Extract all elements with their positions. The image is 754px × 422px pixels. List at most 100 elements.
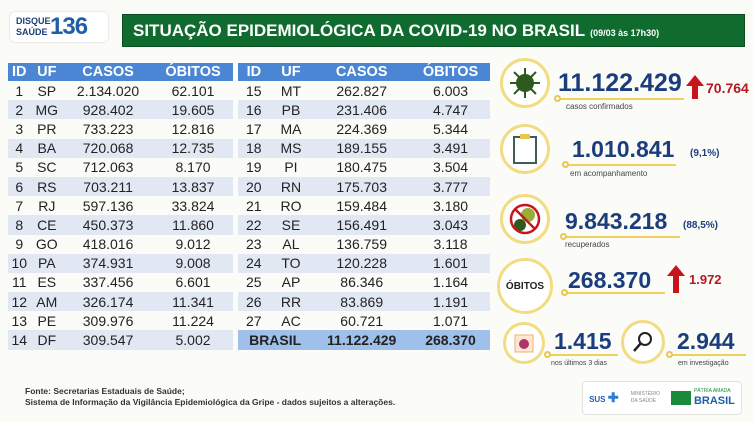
obitos-cell: 8.170 — [175, 159, 211, 176]
id-cell: 3 — [15, 120, 24, 137]
uf-cell: AM — [30, 292, 64, 312]
title-banner: SITUAÇÃO EPIDEMIOLÓGICA DA COVID-19 NO B… — [122, 14, 745, 47]
recent-deaths-value: 1.415 — [554, 328, 612, 354]
table-row: 22 SE 156.491 3.043 — [238, 215, 490, 235]
confirmed-value: 11.122.429 — [558, 69, 682, 97]
uf-cell: AC — [281, 312, 301, 329]
brasil-text: PÁTRIA AMADA BRASIL — [694, 388, 735, 408]
table-row: 15 MT 262.827 6.003 — [238, 81, 490, 100]
casos-cell: 326.174 — [63, 292, 154, 312]
recovered-pct: (88,5%) — [683, 220, 719, 231]
table-row: 21 RO 159.484 3.180 — [238, 196, 490, 215]
table-header: ID UF CASOS ÓBITOS — [238, 63, 490, 81]
sus-logo: SUS ✚ — [589, 390, 619, 406]
table-row: 18 MS 189.155 3.491 — [238, 138, 490, 158]
cross-icon: ✚ — [607, 390, 619, 405]
confirmed-increase: 70.764 — [706, 80, 749, 96]
table-row: 19 PI 180.475 3.504 — [238, 158, 490, 177]
table-row: 16 PB 231.406 4.747 — [238, 100, 490, 120]
casos-cell: 224.369 — [336, 120, 387, 137]
table-row: 17 MA 224.369 5.344 — [238, 119, 490, 138]
obitos-cell: 3.491 — [411, 138, 490, 158]
obitos-cell: 6.601 — [175, 274, 211, 291]
ministry-text: MINISTÉRIO DA SAÚDE — [630, 391, 660, 404]
column-header: ÓBITOS — [153, 63, 233, 81]
monitoring-value: 1.010.841 — [572, 136, 675, 162]
table-row: 9 GO 418.016 9.012 — [8, 235, 233, 254]
casos-cell: 733.223 — [82, 120, 134, 137]
id-cell: 13 — [11, 312, 28, 329]
id-cell: 7 — [15, 197, 24, 214]
flag-icon — [670, 391, 691, 405]
total-obitos: 268.370 — [411, 330, 490, 350]
casos-cell: 309.976 — [82, 312, 134, 329]
table-row: 25 AP 86.346 1.164 — [238, 273, 490, 292]
uf-cell: RJ — [38, 197, 56, 214]
monitoring-pct: (9,1%) — [690, 148, 720, 159]
uf-cell: MS — [269, 138, 313, 158]
dot — [544, 351, 551, 358]
id-cell: 8 — [8, 215, 31, 235]
id-cell: 19 — [246, 159, 262, 176]
obitos-cell: 11.341 — [153, 292, 233, 312]
uf-cell: SP — [37, 82, 57, 99]
casos-cell: 450.373 — [63, 215, 154, 235]
deaths-badge: ÓBITOS — [497, 258, 553, 314]
casos-cell: 83.869 — [312, 292, 412, 312]
casos-cell: 928.402 — [63, 100, 154, 120]
table-row: 4 BA 720.068 12.735 — [8, 138, 233, 158]
clipboard-icon — [500, 124, 550, 174]
deaths-increase: 1.972 — [689, 272, 722, 287]
id-cell: 5 — [15, 159, 24, 176]
casos-cell: 60.721 — [340, 312, 384, 329]
casos-cell: 159.484 — [336, 197, 387, 214]
id-cell: 2 — [8, 100, 31, 120]
total-casos: 11.122.429 — [312, 330, 412, 350]
table-row: 1 SP 2.134.020 62.101 — [8, 81, 233, 100]
id-cell: 24 — [238, 253, 270, 273]
source-line-1: Fonte: Secretarias Estaduais de Saúde; — [25, 386, 185, 396]
uf-cell: MT — [280, 82, 302, 99]
id-cell: 11 — [11, 274, 27, 291]
uf-cell: SC — [37, 159, 57, 176]
obitos-cell: 62.101 — [171, 82, 215, 99]
recent-deaths-label: nos últimos 3 dias — [551, 360, 608, 367]
id-cell: 15 — [246, 82, 262, 99]
obitos-cell: 12.735 — [153, 138, 233, 158]
dot — [666, 351, 673, 358]
divider — [670, 354, 746, 356]
id-cell: 23 — [246, 236, 262, 253]
divider — [564, 236, 680, 238]
column-header: CASOS — [312, 63, 412, 81]
obitos-cell: 1.164 — [433, 274, 469, 291]
states-table-right: ID UF CASOS ÓBITOS 15 MT 262.827 6.003 16 PB 231.4… — [238, 63, 490, 350]
uf-cell: PA — [30, 253, 64, 273]
id-cell: 1 — [15, 82, 24, 99]
id-cell: 27 — [246, 312, 262, 329]
page-title: SITUAÇÃO EPIDEMIOLÓGICA DA COVID-19 NO B… — [133, 20, 586, 40]
obitos-cell: 3.504 — [433, 159, 469, 176]
table-row: 24 TO 120.228 1.601 — [238, 253, 490, 273]
id-cell: 20 — [238, 176, 270, 197]
uf-cell: MG — [30, 100, 64, 120]
obitos-cell: 12.816 — [171, 120, 215, 137]
obitos-cell: 6.003 — [433, 82, 469, 99]
brand-line-1: PÁTRIA AMADA — [693, 388, 731, 394]
obitos-cell: 19.605 — [153, 100, 233, 120]
table-row: 23 AL 136.759 3.118 — [238, 235, 490, 254]
deaths-value: 268.370 — [568, 267, 652, 293]
uf-cell: PI — [284, 159, 298, 176]
casos-cell: 337.456 — [82, 274, 134, 291]
obitos-cell: 3.043 — [411, 215, 490, 235]
obitos-cell: 1.601 — [411, 253, 490, 273]
id-cell: 25 — [246, 274, 262, 291]
uf-cell: BA — [30, 138, 64, 158]
casos-cell: 86.346 — [340, 274, 384, 291]
virus-icon — [500, 58, 550, 108]
obitos-cell: 11.224 — [172, 312, 214, 329]
table-row: 7 RJ 597.136 33.824 — [8, 196, 233, 215]
id-cell: 9 — [15, 236, 24, 253]
logo-number: 136 — [50, 13, 88, 40]
uf-cell: CE — [30, 215, 64, 235]
obitos-cell: 3.118 — [433, 236, 468, 253]
